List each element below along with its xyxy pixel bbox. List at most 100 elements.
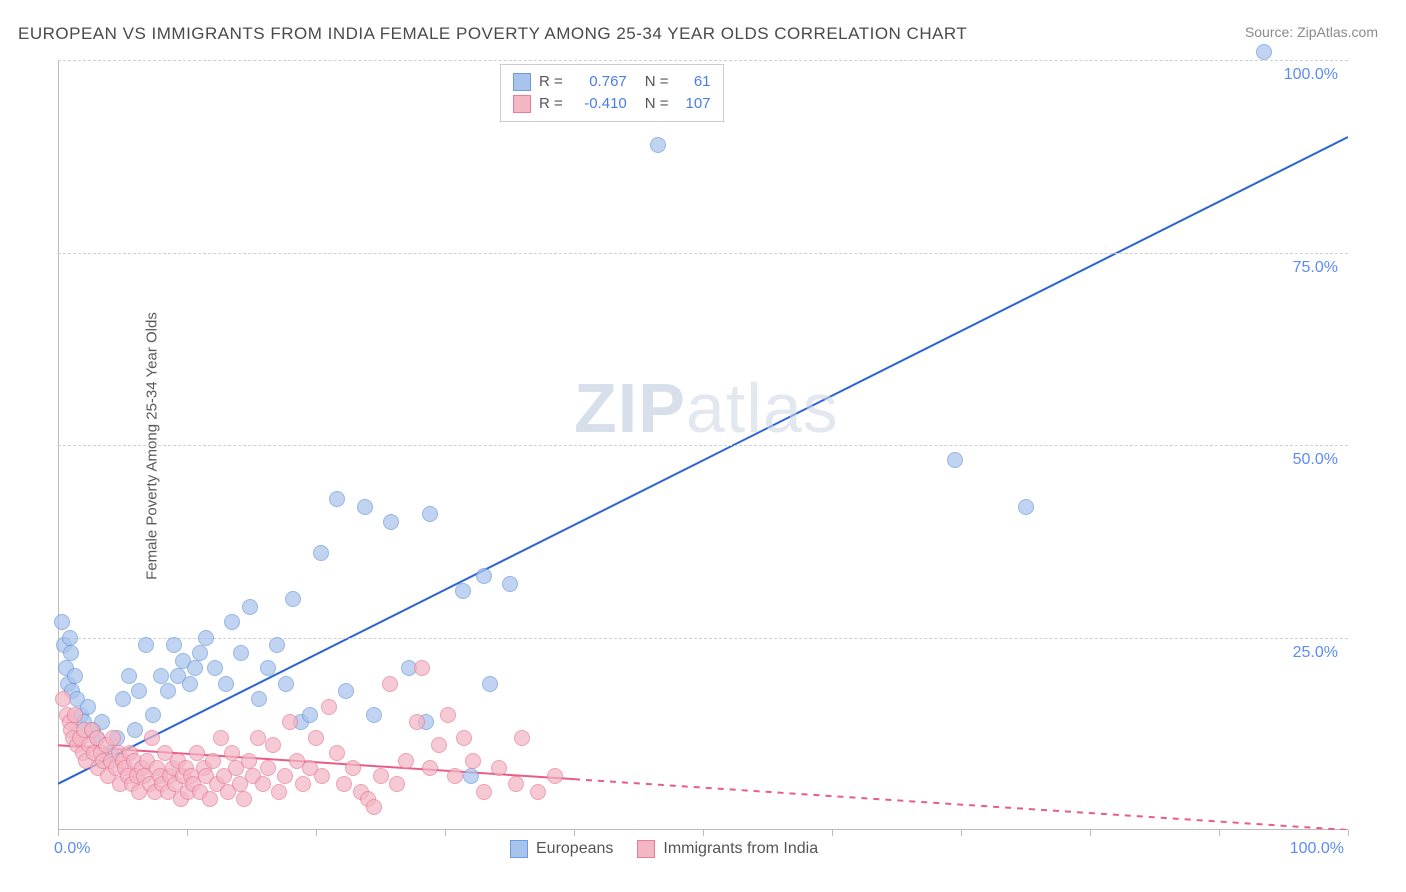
point-immigrants <box>508 776 524 792</box>
r-label: R = <box>539 71 563 93</box>
point-immigrants <box>447 768 463 784</box>
point-europeans <box>269 637 285 653</box>
point-immigrants <box>373 768 389 784</box>
x-tick-mark <box>187 830 188 836</box>
point-europeans <box>422 506 438 522</box>
x-tick-mark <box>316 830 317 836</box>
chart-source: Source: ZipAtlas.com <box>1245 24 1378 40</box>
point-immigrants <box>491 760 507 776</box>
point-europeans <box>463 768 479 784</box>
point-europeans <box>192 645 208 661</box>
point-immigrants <box>547 768 563 784</box>
point-europeans <box>166 637 182 653</box>
swatch-icon <box>513 73 531 91</box>
point-immigrants <box>382 676 398 692</box>
point-immigrants <box>105 730 121 746</box>
point-immigrants <box>213 730 229 746</box>
chart-title: EUROPEAN VS IMMIGRANTS FROM INDIA FEMALE… <box>18 24 967 44</box>
grid-line <box>58 60 1348 61</box>
point-europeans <box>313 545 329 561</box>
point-europeans <box>302 707 318 723</box>
x-tick-mark <box>58 830 59 836</box>
point-europeans <box>153 668 169 684</box>
point-europeans <box>366 707 382 723</box>
point-immigrants <box>205 753 221 769</box>
point-immigrants <box>295 776 311 792</box>
point-europeans <box>482 676 498 692</box>
point-europeans <box>207 660 223 676</box>
point-immigrants <box>277 768 293 784</box>
point-immigrants <box>398 753 414 769</box>
y-tick-label: 100.0% <box>1284 66 1338 84</box>
point-europeans <box>357 499 373 515</box>
swatch-icon <box>510 840 528 858</box>
r-value: -0.410 <box>571 93 627 115</box>
point-europeans <box>233 645 249 661</box>
point-immigrants <box>224 745 240 761</box>
y-tick-label: 25.0% <box>1293 644 1338 662</box>
point-immigrants <box>476 784 492 800</box>
series-legend: EuropeansImmigrants from India <box>510 836 818 862</box>
trend-immigrants-extrapolated <box>574 779 1348 830</box>
x-tick-label-left: 0.0% <box>54 840 90 858</box>
point-europeans <box>115 691 131 707</box>
x-tick-mark <box>1219 830 1220 836</box>
x-tick-mark <box>1090 830 1091 836</box>
point-immigrants <box>422 760 438 776</box>
point-immigrants <box>440 707 456 723</box>
point-immigrants <box>366 799 382 815</box>
point-europeans <box>1256 44 1272 60</box>
swatch-icon <box>513 95 531 113</box>
point-immigrants <box>236 791 252 807</box>
point-immigrants <box>314 768 330 784</box>
point-europeans <box>476 568 492 584</box>
point-europeans <box>242 599 258 615</box>
point-immigrants <box>265 737 281 753</box>
point-europeans <box>131 683 147 699</box>
point-immigrants <box>329 745 345 761</box>
point-immigrants <box>271 784 287 800</box>
point-europeans <box>67 668 83 684</box>
point-europeans <box>502 576 518 592</box>
point-immigrants <box>250 730 266 746</box>
point-europeans <box>251 691 267 707</box>
point-europeans <box>145 707 161 723</box>
point-europeans <box>54 614 70 630</box>
n-label: N = <box>645 93 669 115</box>
point-europeans <box>182 676 198 692</box>
point-immigrants <box>431 737 447 753</box>
point-immigrants <box>189 745 205 761</box>
legend-label: Immigrants from India <box>663 840 818 858</box>
point-europeans <box>383 514 399 530</box>
point-europeans <box>138 637 154 653</box>
x-tick-mark <box>961 830 962 836</box>
point-europeans <box>62 630 78 646</box>
point-europeans <box>285 591 301 607</box>
correlation-chart: EUROPEAN VS IMMIGRANTS FROM INDIA FEMALE… <box>0 0 1406 892</box>
point-europeans <box>947 452 963 468</box>
stats-legend: R =0.767N =61R =-0.410N =107 <box>500 64 724 122</box>
grid-line <box>58 638 1348 639</box>
point-europeans <box>338 683 354 699</box>
point-europeans <box>1018 499 1034 515</box>
point-europeans <box>63 645 79 661</box>
point-immigrants <box>514 730 530 746</box>
point-europeans <box>198 630 214 646</box>
y-tick-label: 50.0% <box>1293 451 1338 469</box>
grid-line <box>58 253 1348 254</box>
point-immigrants <box>260 760 276 776</box>
point-europeans <box>278 676 294 692</box>
point-europeans <box>160 683 176 699</box>
point-immigrants <box>282 714 298 730</box>
point-immigrants <box>345 760 361 776</box>
point-immigrants <box>530 784 546 800</box>
point-immigrants <box>144 730 160 746</box>
point-immigrants <box>67 707 83 723</box>
n-value: 61 <box>677 71 711 93</box>
swatch-icon <box>637 840 655 858</box>
r-value: 0.767 <box>571 71 627 93</box>
point-europeans <box>455 583 471 599</box>
point-immigrants <box>409 714 425 730</box>
watermark: ZIPatlas <box>574 368 839 448</box>
point-europeans <box>187 660 203 676</box>
